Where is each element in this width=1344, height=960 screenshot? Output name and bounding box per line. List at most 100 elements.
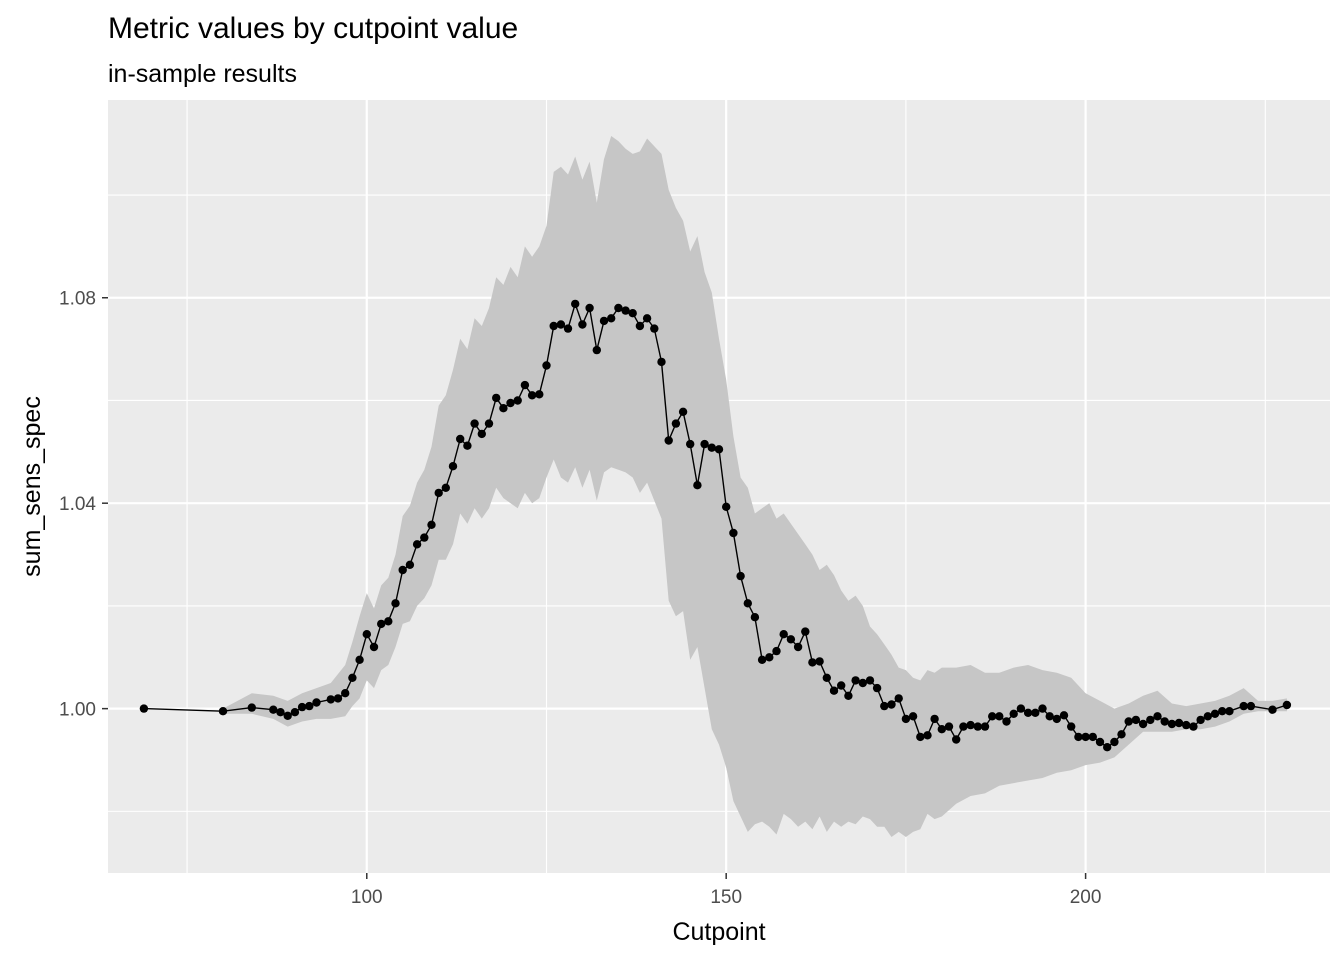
data-point — [1225, 707, 1234, 716]
data-point — [448, 462, 458, 471]
data-point — [772, 646, 781, 656]
data-point — [1218, 707, 1227, 716]
data-point — [592, 345, 601, 355]
data-point — [1239, 701, 1248, 711]
data-point — [297, 702, 307, 712]
data-point — [1167, 719, 1177, 729]
data-point — [247, 703, 256, 712]
data-point — [1038, 704, 1047, 713]
data-point — [757, 655, 767, 664]
data-point — [513, 396, 522, 405]
data-point — [1138, 719, 1148, 729]
data-point — [908, 712, 918, 721]
data-point — [650, 324, 659, 333]
data-point — [427, 520, 436, 529]
data-point — [1016, 704, 1026, 713]
data-point — [477, 429, 486, 439]
data-point — [276, 708, 285, 717]
data-point — [218, 707, 228, 716]
data-point — [1067, 722, 1076, 731]
data-point — [678, 407, 688, 416]
data-point — [614, 303, 623, 313]
data-point — [837, 681, 846, 690]
data-point — [1074, 732, 1083, 742]
data-point — [1023, 708, 1033, 717]
data-point — [959, 722, 968, 731]
data-point — [1110, 737, 1119, 747]
data-point — [556, 320, 566, 329]
data-point — [1031, 708, 1040, 717]
data-point — [1182, 720, 1191, 730]
y-tick-label: 1.04 — [59, 494, 96, 515]
x-tick-label: 100 — [351, 887, 383, 908]
data-point — [1210, 709, 1220, 718]
data-point — [671, 419, 681, 428]
data-point — [1059, 711, 1069, 720]
chart-subtitle: in-sample results — [108, 60, 297, 88]
data-point — [952, 735, 961, 744]
data-point — [808, 658, 817, 667]
data-point — [693, 481, 702, 490]
data-point — [470, 419, 479, 428]
data-point — [1160, 717, 1169, 726]
data-point — [844, 691, 853, 700]
data-point — [520, 380, 530, 390]
data-point — [1153, 712, 1162, 721]
data-point — [743, 599, 752, 608]
data-point — [412, 540, 422, 549]
data-point — [642, 314, 652, 323]
x-tick-label: 150 — [710, 887, 742, 908]
data-point — [973, 722, 982, 731]
data-point — [312, 698, 321, 707]
data-point — [341, 689, 350, 698]
data-point — [1268, 705, 1277, 714]
data-point — [139, 704, 149, 713]
data-point — [571, 299, 580, 309]
data-point — [398, 565, 407, 575]
data-point — [549, 321, 558, 331]
data-point — [441, 483, 450, 492]
data-point — [1196, 715, 1205, 725]
data-point — [880, 701, 889, 711]
data-point — [916, 732, 925, 742]
data-point — [369, 642, 379, 652]
x-axis-title: Cutpoint — [672, 918, 765, 946]
data-point — [290, 708, 300, 717]
data-point — [786, 635, 796, 644]
data-point — [628, 309, 637, 318]
data-point — [815, 657, 824, 666]
data-point — [1081, 732, 1090, 742]
data-point — [1203, 712, 1213, 721]
data-point — [700, 439, 709, 449]
data-point — [269, 705, 278, 714]
data-point — [391, 599, 400, 608]
data-point — [1131, 715, 1141, 725]
x-axis: 100 150 200 — [351, 873, 1101, 908]
data-point — [995, 712, 1004, 721]
data-point — [736, 571, 745, 581]
data-point — [1045, 712, 1054, 721]
data-point — [779, 630, 788, 639]
data-point — [1103, 743, 1112, 752]
data-point — [944, 722, 954, 731]
data-point — [729, 528, 738, 538]
y-axis: 1.00 1.04 1.08 — [59, 289, 108, 721]
data-point — [707, 443, 716, 452]
data-point — [499, 404, 508, 413]
data-point — [492, 393, 501, 403]
data-point — [527, 391, 537, 400]
data-point — [980, 722, 990, 731]
data-point — [722, 502, 731, 511]
data-point — [822, 673, 831, 682]
data-point — [872, 683, 882, 693]
data-point — [923, 731, 932, 740]
data-point — [988, 712, 997, 721]
data-point — [1009, 709, 1018, 718]
y-tick-label: 1.00 — [59, 700, 96, 721]
data-point — [793, 642, 803, 652]
data-point — [966, 720, 975, 730]
data-point — [599, 316, 609, 326]
data-point — [542, 361, 551, 370]
data-point — [1124, 717, 1133, 726]
data-point — [585, 303, 594, 313]
